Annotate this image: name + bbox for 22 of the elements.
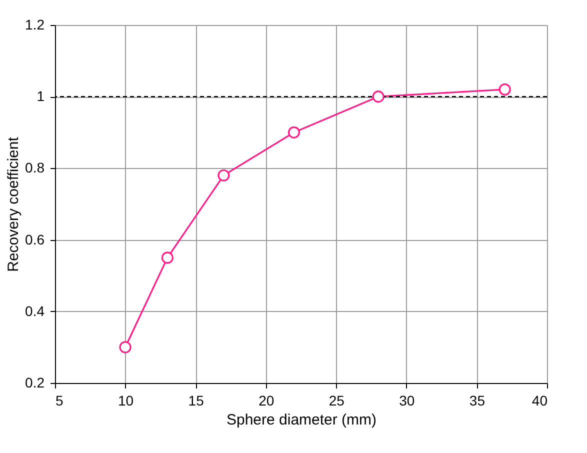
y-axis-title: Recovery coefficient <box>5 136 22 272</box>
x-tick-label: 15 <box>188 392 204 408</box>
x-tick-label: 5 <box>56 392 64 408</box>
point <box>288 126 300 138</box>
point <box>372 90 384 103</box>
x-tick-label: 35 <box>469 392 486 408</box>
y-tick-label: 0.4 <box>25 302 45 319</box>
x-tick-label: 40 <box>532 392 548 408</box>
x-axis-title: Sphere diameter (mm) <box>226 412 377 428</box>
point <box>498 83 511 96</box>
x-tick-label: 10 <box>118 392 134 408</box>
point <box>218 169 230 182</box>
y-tick-label: 1.2 <box>25 16 45 32</box>
y-tick-label: 0.6 <box>25 231 45 248</box>
point <box>119 341 132 354</box>
x-tick-label: 20 <box>258 392 274 408</box>
y-tick-label: 0.2 <box>25 374 45 390</box>
y-tick-label: 0.8 <box>25 160 45 176</box>
x-tick-label: 30 <box>399 392 415 408</box>
y-tick-label: 1 <box>36 88 45 104</box>
point <box>161 252 174 264</box>
x-tick-label: 25 <box>328 392 345 408</box>
